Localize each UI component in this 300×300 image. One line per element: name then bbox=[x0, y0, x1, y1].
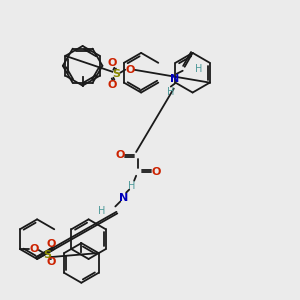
Text: O: O bbox=[108, 58, 117, 68]
Text: N: N bbox=[170, 74, 179, 84]
Text: O: O bbox=[125, 65, 135, 75]
Text: O: O bbox=[29, 244, 38, 254]
Text: O: O bbox=[151, 167, 160, 177]
Text: S: S bbox=[112, 69, 120, 79]
Text: H: H bbox=[98, 206, 105, 216]
Text: O: O bbox=[108, 80, 117, 90]
Text: O: O bbox=[47, 239, 56, 249]
Text: S: S bbox=[44, 250, 52, 260]
Text: H: H bbox=[167, 86, 175, 97]
Text: N: N bbox=[118, 193, 128, 202]
Text: H: H bbox=[128, 181, 136, 191]
Text: O: O bbox=[116, 150, 125, 160]
Text: H: H bbox=[195, 64, 202, 74]
Text: O: O bbox=[47, 257, 56, 267]
